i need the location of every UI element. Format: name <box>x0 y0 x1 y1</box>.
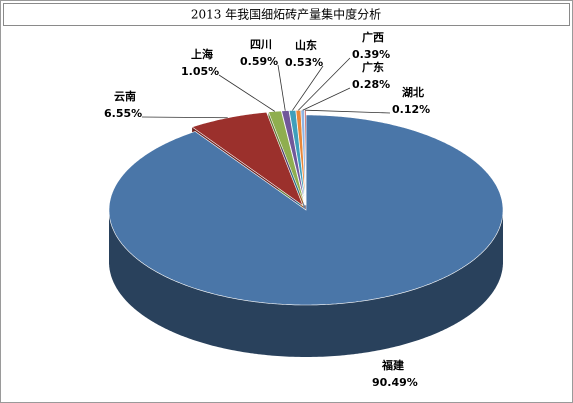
slice-value-label: 0.59% <box>240 55 278 68</box>
leader-line <box>298 57 351 111</box>
leader-line <box>292 65 324 111</box>
slice-category-label: 广西 <box>362 30 384 44</box>
slice-value-label: 90.49% <box>372 376 418 389</box>
leader-line <box>141 116 228 119</box>
slice-category-label: 山东 <box>295 38 317 52</box>
slice-category-label: 湖北 <box>402 85 424 99</box>
slice-value-label: 1.05% <box>181 65 219 78</box>
slice-category-label: 上海 <box>191 47 213 61</box>
slice-value-label: 0.12% <box>392 103 430 116</box>
title-box <box>3 3 570 26</box>
slice-side <box>109 210 503 357</box>
slice-category-label: 四川 <box>250 38 272 51</box>
slice-category-label: 云南 <box>114 89 136 103</box>
leader-line <box>218 74 275 112</box>
slice-value-label: 6.55% <box>104 107 142 120</box>
slice-value-label: 0.28% <box>352 78 390 91</box>
chart-title: 2013 年我国细炻砖产量集中度分析 <box>191 7 381 22</box>
leader-line <box>305 109 391 114</box>
slice-value-label: 0.39% <box>352 48 390 61</box>
slice <box>108 114 504 306</box>
slice-category-label: 福建 <box>381 358 405 372</box>
leader-line <box>302 87 351 111</box>
slice-value-label: 0.53% <box>285 56 323 69</box>
slice <box>304 109 307 206</box>
slice-category-label: 广东 <box>362 60 384 74</box>
leader-line <box>277 64 286 111</box>
